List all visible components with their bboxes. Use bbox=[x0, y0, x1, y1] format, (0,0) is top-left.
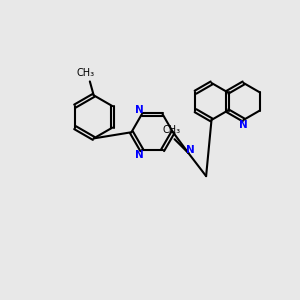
Text: CH₃: CH₃ bbox=[77, 68, 95, 78]
Text: N: N bbox=[135, 105, 143, 115]
Text: CH₃: CH₃ bbox=[162, 124, 181, 135]
Text: N: N bbox=[239, 119, 248, 130]
Text: N: N bbox=[135, 150, 143, 160]
Text: N: N bbox=[186, 145, 195, 155]
